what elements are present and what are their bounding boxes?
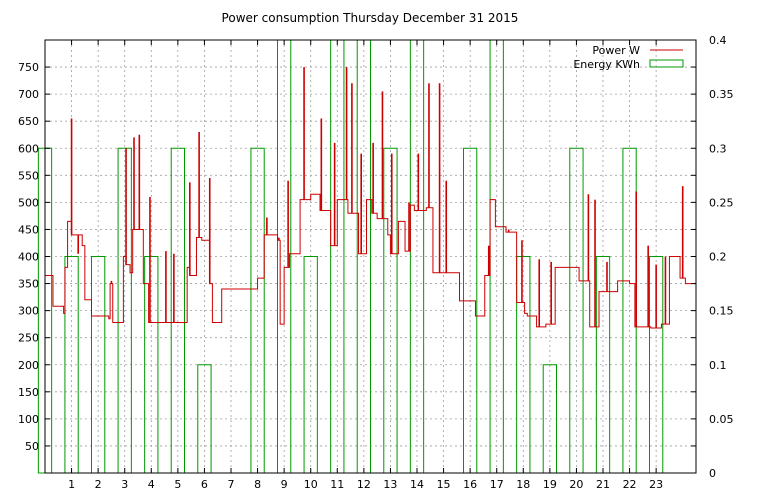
y-tick-label: 100 <box>18 413 39 426</box>
x-tick-label: 12 <box>357 478 371 491</box>
power-line-layer <box>45 67 696 329</box>
x-tick-label: 13 <box>383 478 397 491</box>
x-tick-label: 11 <box>330 478 344 491</box>
chart-title: Power consumption Thursday December 31 2… <box>222 11 519 25</box>
x-tick-label: 23 <box>649 478 663 491</box>
y2-tick-label: 0.2 <box>709 251 727 264</box>
y2-tick-label: 0.1 <box>709 359 727 372</box>
y-tick-label: 700 <box>18 88 39 101</box>
y-tick-label: 50 <box>25 440 39 453</box>
y-tick-label: 200 <box>18 359 39 372</box>
y2-tick-label: 0.3 <box>709 142 727 155</box>
x-tick-label: 6 <box>201 478 208 491</box>
y-tick-label: 550 <box>18 169 39 182</box>
x-tick-label: 1 <box>68 478 75 491</box>
y2-tick-label: 0 <box>709 467 716 480</box>
x-tick-label: 17 <box>490 478 504 491</box>
y-tick-label: 650 <box>18 115 39 128</box>
x-tick-label: 22 <box>623 478 637 491</box>
x-tick-label: 14 <box>410 478 424 491</box>
y-tick-label: 400 <box>18 251 39 264</box>
y-tick-label: 600 <box>18 142 39 155</box>
x-tick-label: 2 <box>95 478 102 491</box>
y-tick-label: 150 <box>18 386 39 399</box>
x-tick-label: 3 <box>121 478 128 491</box>
y-tick-label: 750 <box>18 61 39 74</box>
y-tick-label: 500 <box>18 196 39 209</box>
legend-label-power: Power W <box>592 44 640 57</box>
x-tick-label: 5 <box>174 478 181 491</box>
y2-tick-label: 0.15 <box>709 305 734 318</box>
y-tick-label: 300 <box>18 305 39 318</box>
x-tick-label: 4 <box>148 478 155 491</box>
x-tick-label: 10 <box>304 478 318 491</box>
legend-swatch-energy <box>649 59 684 68</box>
x-tick-label: 15 <box>437 478 451 491</box>
x-tick-label: 21 <box>596 478 610 491</box>
x-tick-label: 20 <box>569 478 583 491</box>
legend-label-energy: Energy KWh <box>573 58 640 71</box>
y2-tick-label: 0.05 <box>709 413 734 426</box>
x-tick-label: 7 <box>228 478 235 491</box>
y2-tick-label: 0.25 <box>709 196 734 209</box>
x-tick-label: 19 <box>543 478 557 491</box>
y-tick-label: 250 <box>18 332 39 345</box>
x-tick-label: 18 <box>516 478 530 491</box>
x-tick-label: 9 <box>281 478 288 491</box>
y2-tick-label: 0.4 <box>709 34 727 47</box>
x-tick-label: 8 <box>254 478 261 491</box>
y2-tick-label: 0.35 <box>709 88 734 101</box>
y-tick-label: 450 <box>18 223 39 236</box>
x-tick-label: 16 <box>463 478 477 491</box>
axes: 5010015020025030035040045050055060065070… <box>18 34 734 491</box>
legend: Power W Energy KWh <box>573 44 684 71</box>
y-tick-label: 350 <box>18 278 39 291</box>
